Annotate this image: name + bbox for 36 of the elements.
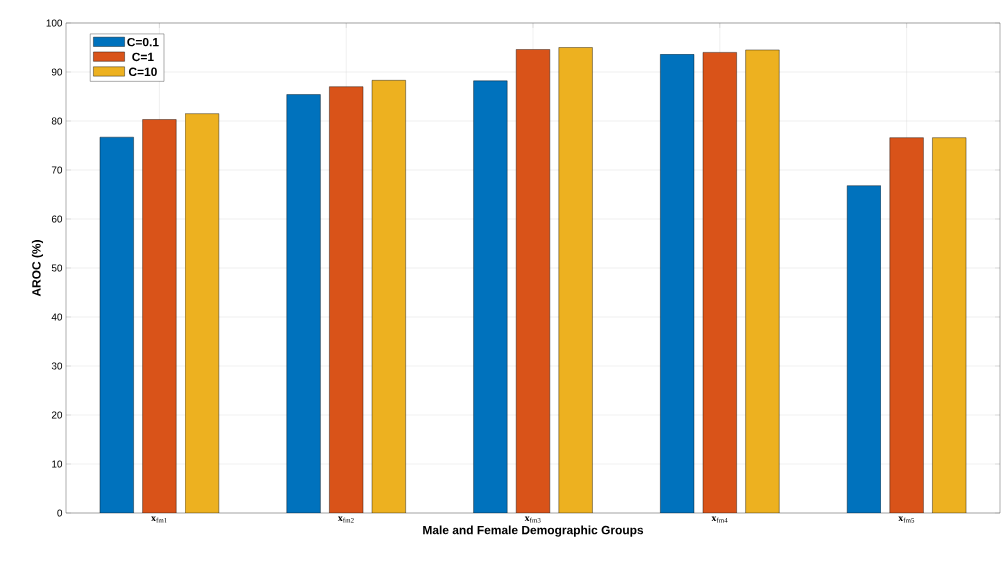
x-tick-label: x$_{fm5}$ bbox=[898, 516, 915, 523]
y-tick-label: 0 bbox=[57, 509, 63, 517]
x-tick-label: x$_{fm4}$ bbox=[711, 516, 728, 523]
legend-label: C=1 bbox=[132, 52, 154, 62]
x-axis-title: Male and Female Demographic Groups bbox=[423, 525, 644, 537]
bar bbox=[473, 80, 508, 513]
y-tick-label: 70 bbox=[51, 166, 63, 174]
y-tick-label: 80 bbox=[51, 117, 63, 125]
bar bbox=[846, 185, 881, 513]
bar bbox=[745, 49, 780, 513]
bar bbox=[99, 136, 134, 513]
bar bbox=[558, 47, 593, 513]
bar bbox=[185, 113, 220, 513]
x-tick-label: x$_{fm1}$ bbox=[151, 516, 167, 523]
y-tick-label: 10 bbox=[52, 460, 63, 468]
bar bbox=[660, 54, 695, 513]
y-tick-label: 40 bbox=[51, 313, 63, 321]
x-tick-label: x$_{fm2}$ bbox=[337, 516, 354, 523]
bar bbox=[516, 49, 551, 513]
bar bbox=[932, 137, 967, 513]
y-tick-label: 20 bbox=[51, 411, 63, 419]
x-tick-label: x$_{fm3}$ bbox=[524, 516, 541, 523]
bar bbox=[329, 86, 364, 513]
bar bbox=[371, 80, 406, 513]
bar bbox=[286, 94, 321, 513]
bar bbox=[142, 119, 177, 513]
legend-label: C=10 bbox=[128, 67, 157, 76]
y-tick-label: 90 bbox=[51, 68, 63, 76]
y-axis-title: AROC (%) bbox=[31, 240, 44, 297]
y-tick-label: 100 bbox=[46, 19, 63, 27]
legend-label: C=0.1 bbox=[127, 37, 159, 47]
y-tick-label: 60 bbox=[51, 215, 63, 223]
bar bbox=[889, 137, 924, 513]
bar bbox=[702, 52, 737, 513]
y-tick-label: 30 bbox=[51, 362, 63, 370]
y-tick-label: 50 bbox=[51, 264, 63, 272]
